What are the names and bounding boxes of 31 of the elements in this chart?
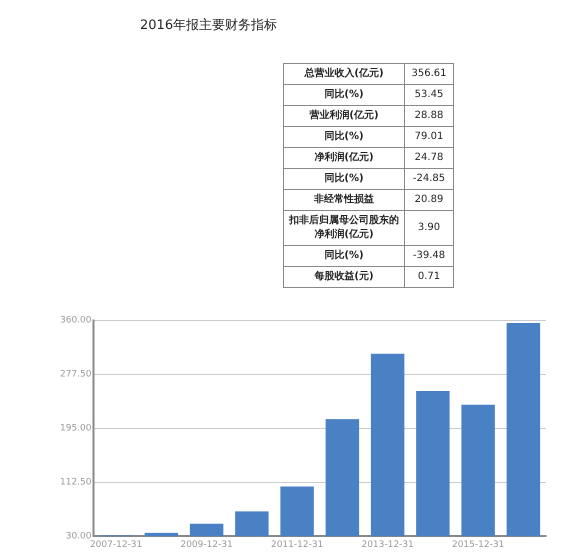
- text: 53.45: [404, 84, 454, 106]
- y-tick-label: 360.00: [60, 316, 92, 326]
- text: 同比(%): [284, 246, 404, 266]
- y-tick-label: 112.50: [60, 478, 92, 488]
- text: 扣非后归属母公司股东的净利润(亿元): [284, 210, 404, 246]
- y-tick-label: 195.00: [60, 424, 92, 434]
- x-tick-label: 2015-12-31: [452, 540, 504, 550]
- text: 同比(%): [284, 84, 404, 106]
- text: 28.88: [404, 106, 454, 126]
- text: 同比(%): [284, 168, 404, 190]
- y-tick-label: 30.00: [66, 532, 92, 542]
- text: 24.78: [404, 148, 454, 168]
- x-tick-label: 2007-12-31: [90, 540, 142, 550]
- text: 净利润(亿元): [284, 148, 404, 168]
- text: 总营业收入(亿元): [284, 64, 404, 84]
- text: 79.01: [404, 126, 454, 148]
- text: 356.61: [404, 64, 454, 84]
- text: 2016年报主要财务指标: [140, 17, 278, 34]
- text: -39.48: [404, 246, 454, 266]
- text: 20.89: [404, 190, 454, 210]
- text: 3.90: [404, 210, 454, 246]
- y-tick-label: 277.50: [60, 370, 92, 380]
- text: 营业利润(亿元): [284, 106, 404, 126]
- text: 每股收益(元): [284, 266, 404, 288]
- x-tick-label: 2011-12-31: [270, 540, 324, 550]
- x-tick-label: 2009-12-31: [180, 540, 233, 550]
- text: 同比(%): [284, 126, 404, 148]
- text: 0.71: [404, 266, 454, 288]
- x-tick-label: 2013-12-31: [361, 540, 414, 550]
- text: -24.85: [404, 168, 454, 190]
- text: 非经常性损益: [284, 190, 404, 210]
